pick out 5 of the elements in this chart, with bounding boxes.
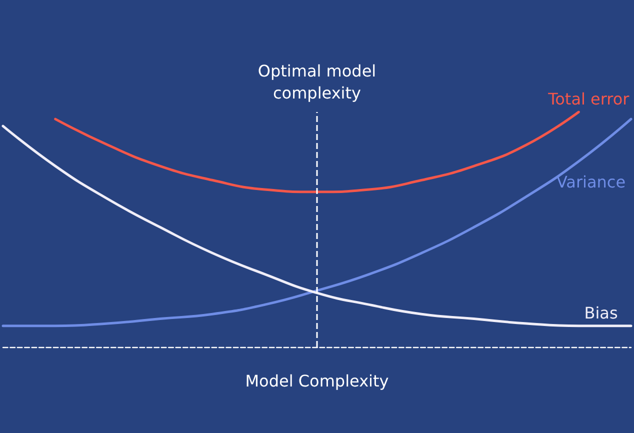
series-label: Bias — [584, 303, 618, 322]
series-label: Variance — [556, 172, 626, 192]
text: Optimal model complexity — [258, 62, 376, 102]
x-axis-title: Model Complexity — [245, 372, 389, 390]
series-label: Total error — [547, 90, 630, 108]
